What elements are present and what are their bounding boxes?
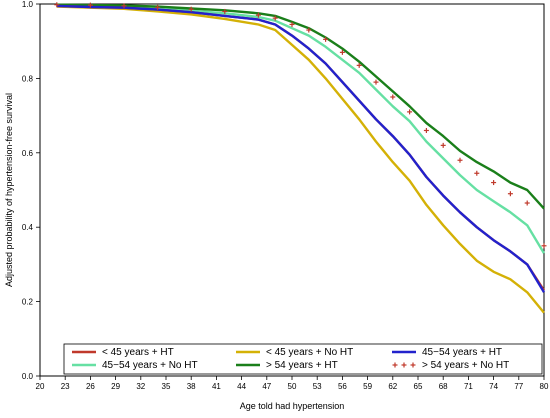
series-marker	[440, 142, 446, 148]
series-marker	[155, 4, 161, 10]
y-axis: 0.0 0.2 0.4 0.6 0.8 1.0	[22, 0, 40, 381]
series-marker	[255, 12, 261, 18]
x-tick-label: 44	[237, 382, 246, 391]
x-tick-label: 65	[414, 382, 423, 391]
y-tick-label: 0.6	[22, 149, 34, 158]
series-marker	[423, 127, 429, 133]
series-marker	[356, 62, 362, 68]
legend-item: > 54 years + No HT	[392, 360, 509, 371]
series-marker	[507, 191, 513, 197]
series-marker	[474, 170, 480, 176]
series-marker	[222, 8, 228, 14]
x-tick-label: 80	[540, 382, 549, 391]
series-marker	[339, 49, 345, 55]
x-tick-label: 26	[86, 382, 95, 391]
series-marker	[390, 94, 396, 100]
x-tick-label: 23	[61, 382, 70, 391]
x-tick-label: 53	[313, 382, 322, 391]
series-marker	[188, 6, 194, 12]
x-tick-label: 38	[187, 382, 196, 391]
series-marker	[87, 2, 93, 8]
series-lines	[56, 3, 546, 314]
x-tick-label: 20	[36, 382, 45, 391]
x-tick-label: 68	[439, 382, 448, 391]
x-tick-label: 32	[136, 382, 145, 391]
x-axis-title: Age told had hypertension	[240, 401, 345, 411]
x-tick-label: 47	[262, 382, 271, 391]
legend-swatch	[392, 362, 416, 368]
x-tick-label: 74	[489, 382, 498, 391]
x-tick-label: 50	[288, 382, 297, 391]
y-tick-label: 0.0	[22, 372, 34, 381]
y-axis-title: Adjusted probability of hypertension-fre…	[4, 93, 14, 287]
series-marker	[373, 79, 379, 85]
x-tick-label: 35	[162, 382, 171, 391]
legend-item: < 45 years + No HT	[236, 347, 353, 358]
series-marker	[272, 15, 278, 21]
legend: < 45 years + HT < 45 years + No HT 45−54 y…	[63, 343, 543, 375]
legend-label: > 54 years + No HT	[422, 360, 509, 371]
x-tick-label: 59	[363, 382, 372, 391]
series-marker	[323, 36, 329, 42]
y-tick-label: 0.2	[22, 298, 34, 307]
series-marker	[524, 200, 530, 206]
y-tick-label: 0.8	[22, 74, 34, 83]
plot-frame	[39, 3, 545, 377]
legend-item: > 54 years + HT	[236, 360, 338, 371]
legend-label: 45−54 years + HT	[422, 347, 502, 358]
legend-item: 45−54 years + HT	[392, 347, 502, 358]
x-tick-label: 41	[212, 382, 221, 391]
series-marker	[289, 21, 295, 27]
y-tick-label: 0.4	[22, 223, 34, 232]
legend-label: < 45 years + HT	[102, 347, 174, 358]
x-tick-label: 56	[338, 382, 347, 391]
series-marker	[491, 180, 497, 186]
series-marker	[541, 243, 547, 249]
legend-label: 45−54 years + No HT	[102, 360, 198, 371]
series-marker	[407, 109, 413, 115]
legend-label: < 45 years + No HT	[266, 347, 353, 358]
series-marker	[54, 2, 60, 8]
legend-box	[63, 343, 543, 375]
x-tick-label: 62	[388, 382, 397, 391]
series-marker	[457, 157, 463, 163]
x-tick-label: 77	[514, 382, 523, 391]
y-tick-label: 1.0	[22, 0, 34, 9]
legend-item: < 45 years + HT	[72, 347, 174, 358]
legend-item: 45−54 years + No HT	[72, 360, 198, 371]
series-line-1	[56, 3, 546, 254]
x-tick-label: 71	[464, 382, 473, 391]
series-marker	[306, 27, 312, 33]
x-axis: 20 23 26 29 32 35 38 41 44 47 50 53 56 59 62 65 68 71 74 77…	[36, 376, 549, 391]
legend-label: > 54 years + HT	[266, 360, 338, 371]
x-tick-label: 29	[111, 382, 120, 391]
series-markers	[54, 2, 547, 249]
series-line-2	[56, 5, 545, 314]
series-line-3	[56, 3, 545, 210]
series-line-4	[56, 4, 546, 293]
series-marker	[121, 3, 127, 9]
